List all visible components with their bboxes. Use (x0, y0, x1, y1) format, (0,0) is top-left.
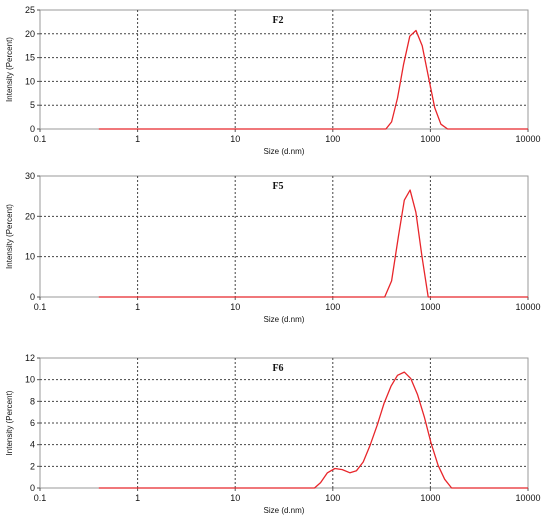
x-axis-label: Size (d.nm) (264, 147, 305, 156)
x-tick-label: 100 (325, 134, 340, 144)
size-distribution-line (98, 371, 528, 489)
y-tick-label: 10 (25, 375, 35, 385)
x-tick-label: 0.1 (34, 493, 47, 503)
y-tick-label: 15 (25, 53, 35, 63)
size-distribution-line (98, 189, 528, 298)
y-tick-label: 20 (25, 29, 35, 39)
x-tick-label: 10000 (515, 302, 540, 312)
x-tick-label: 100 (325, 493, 340, 503)
x-tick-label: 100 (325, 302, 340, 312)
y-tick-label: 8 (30, 396, 35, 406)
y-tick-label: 12 (25, 353, 35, 363)
chart-title: F5 (272, 181, 283, 192)
y-axis-label: Intensity (Percent) (5, 390, 14, 455)
y-tick-label: 0 (30, 124, 35, 134)
x-tick-label: 1 (135, 493, 140, 503)
plot-frame (39, 175, 529, 298)
x-tick-label: 0.1 (34, 134, 47, 144)
y-axis-label: Intensity (Percent) (5, 204, 14, 269)
plot-frame (39, 9, 529, 130)
chart-panel-1: 0.1 1 10 100 1000 10000 0 5 10 15 20 25 F2 Size (d.nm… (5, 5, 541, 156)
x-tick-label: 10000 (515, 493, 540, 503)
y-tick-label: 0 (30, 292, 35, 302)
y-tick-label: 0 (30, 483, 35, 493)
y-tick-label: 4 (30, 440, 35, 450)
chart-title: F2 (272, 15, 283, 26)
chart-panel-2: 0.1 1 10 100 1000 10000 0 10 20 30 F5 Size (d.nm) In… (5, 171, 541, 324)
y-tick-label: 6 (30, 418, 35, 428)
y-tick-label: 30 (25, 171, 35, 181)
y-tick-label: 20 (25, 211, 35, 221)
x-tick-label: 1000 (420, 493, 440, 503)
y-tick-label: 2 (30, 461, 35, 471)
y-tick-label: 5 (30, 100, 35, 110)
x-axis-label: Size (d.nm) (264, 315, 305, 324)
size-distribution-line (98, 29, 528, 130)
y-tick-label: 10 (25, 76, 35, 86)
x-tick-label: 1 (135, 134, 140, 144)
x-tick-label: 10 (230, 134, 240, 144)
y-tick-label: 10 (25, 252, 35, 262)
chart-panel-3: 0.1 1 10 100 1000 10000 0 2 4 6 8 10 12 F6 Size (d.nm)… (5, 353, 541, 515)
chart-title: F6 (272, 363, 283, 374)
x-tick-label: 1 (135, 302, 140, 312)
x-tick-label: 1000 (420, 302, 440, 312)
x-axis-label: Size (d.nm) (264, 506, 305, 515)
x-tick-label: 10 (230, 493, 240, 503)
x-tick-label: 0.1 (34, 302, 47, 312)
x-tick-label: 10000 (515, 134, 540, 144)
y-axis-label: Intensity (Percent) (5, 37, 14, 102)
x-tick-label: 10 (230, 302, 240, 312)
y-tick-label: 25 (25, 5, 35, 15)
x-tick-label: 1000 (420, 134, 440, 144)
